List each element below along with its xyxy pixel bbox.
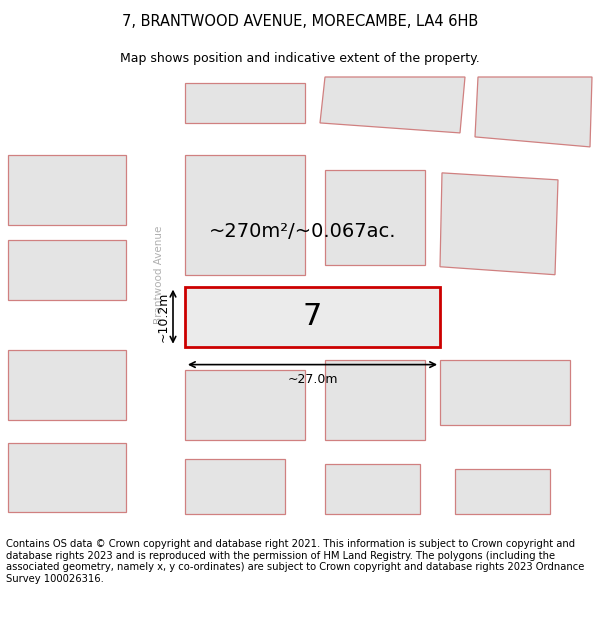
Text: Brantwood Avenue: Brantwood Avenue: [155, 226, 164, 324]
Bar: [185, 459, 285, 514]
Bar: [185, 155, 305, 275]
Bar: [185, 287, 440, 347]
Text: ~10.2m: ~10.2m: [157, 291, 170, 342]
Bar: [455, 469, 550, 514]
Bar: [8, 240, 126, 300]
Bar: [143, 75, 176, 534]
Text: ~270m²/~0.067ac.: ~270m²/~0.067ac.: [209, 222, 396, 241]
Text: ~27.0m: ~27.0m: [287, 372, 338, 386]
Bar: [325, 464, 420, 514]
Bar: [325, 359, 425, 439]
Text: Contains OS data © Crown copyright and database right 2021. This information is : Contains OS data © Crown copyright and d…: [6, 539, 584, 584]
Bar: [185, 83, 305, 123]
Bar: [185, 369, 305, 439]
Bar: [8, 442, 126, 512]
Bar: [0, 290, 600, 319]
Bar: [8, 349, 126, 419]
Polygon shape: [440, 173, 558, 275]
Bar: [0, 519, 600, 534]
Bar: [325, 170, 425, 265]
Bar: [8, 155, 126, 225]
Text: Map shows position and indicative extent of the property.: Map shows position and indicative extent…: [120, 52, 480, 65]
Bar: [440, 359, 570, 424]
Bar: [0, 75, 600, 135]
Polygon shape: [320, 77, 465, 133]
Text: 7: 7: [303, 302, 322, 331]
Text: 7, BRANTWOOD AVENUE, MORECAMBE, LA4 6HB: 7, BRANTWOOD AVENUE, MORECAMBE, LA4 6HB: [122, 14, 478, 29]
Polygon shape: [475, 77, 592, 147]
